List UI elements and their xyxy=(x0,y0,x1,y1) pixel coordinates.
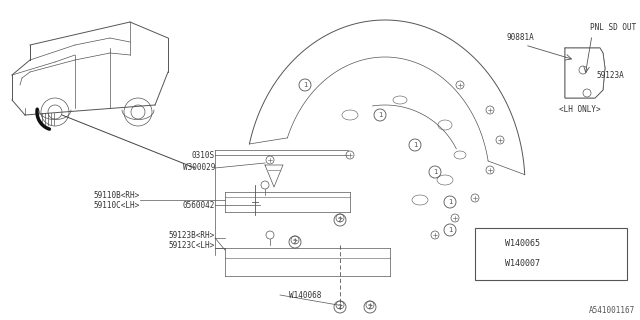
Text: 1: 1 xyxy=(413,142,417,148)
Text: W140007: W140007 xyxy=(505,260,540,268)
Text: 1: 1 xyxy=(378,112,382,118)
Text: 59123C<LH>: 59123C<LH> xyxy=(169,241,215,250)
Text: 1: 1 xyxy=(433,169,437,175)
Text: PNL SD OUT: PNL SD OUT xyxy=(590,23,636,33)
Text: 2: 2 xyxy=(490,260,494,268)
Polygon shape xyxy=(565,48,605,98)
Text: 2: 2 xyxy=(338,304,342,310)
Text: W300029: W300029 xyxy=(182,164,215,172)
Text: 59110B<RH>: 59110B<RH> xyxy=(93,190,140,199)
Text: W140068: W140068 xyxy=(289,291,321,300)
Text: 1: 1 xyxy=(448,199,452,205)
Text: W140065: W140065 xyxy=(505,239,540,249)
Text: 0310S: 0310S xyxy=(192,150,215,159)
Text: 59123B<RH>: 59123B<RH> xyxy=(169,230,215,239)
Bar xyxy=(475,228,627,280)
Text: 59123A: 59123A xyxy=(596,70,624,79)
Text: 2: 2 xyxy=(338,217,342,223)
Text: 2: 2 xyxy=(293,239,297,245)
Text: A541001167: A541001167 xyxy=(589,306,635,315)
Text: 1: 1 xyxy=(490,239,494,249)
Text: 2: 2 xyxy=(368,304,372,310)
Text: 1: 1 xyxy=(448,227,452,233)
Text: 1: 1 xyxy=(303,82,307,88)
Text: 0560042: 0560042 xyxy=(182,201,215,210)
Text: <LH ONLY>: <LH ONLY> xyxy=(559,106,601,115)
Text: 90881A: 90881A xyxy=(506,34,534,43)
Text: 59110C<LH>: 59110C<LH> xyxy=(93,201,140,210)
